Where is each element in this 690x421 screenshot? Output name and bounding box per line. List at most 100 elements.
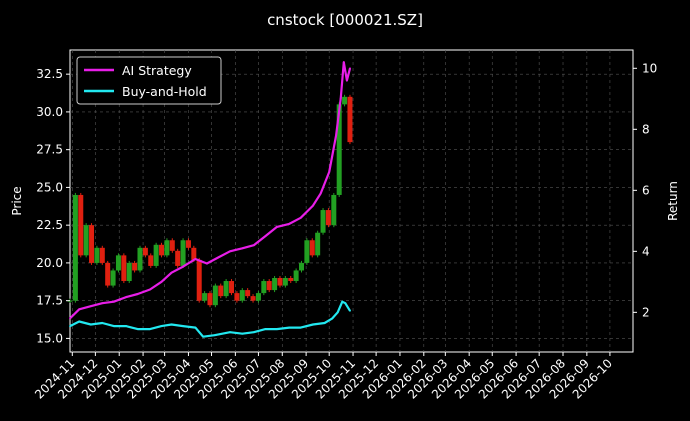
series-point-buy-and-hold — [299, 326, 302, 329]
series-lines — [69, 61, 352, 338]
series-point-buy-and-hold — [276, 328, 278, 330]
series-point-buy-and-hold — [241, 332, 244, 335]
series-point-ai-strategy — [182, 265, 185, 268]
series-point-buy-and-hold — [89, 323, 92, 326]
series-point-ai-strategy — [217, 256, 220, 259]
chart-title: cnstock [000021.SZ] — [267, 11, 423, 29]
series-point-ai-strategy — [339, 97, 342, 100]
y2-tick-label: 6 — [642, 183, 650, 197]
series-point-buy-and-hold — [182, 325, 185, 327]
price-candle — [325, 210, 331, 226]
price-candle — [245, 290, 251, 297]
price-candle — [105, 262, 111, 286]
series-point-buy-and-hold — [213, 334, 216, 337]
price-candle — [282, 278, 288, 286]
series-point-ai-strategy — [125, 296, 127, 298]
series-point-ai-strategy — [149, 288, 151, 291]
price-candle — [223, 281, 229, 297]
y-tick-label: 27.5 — [36, 143, 63, 157]
series-point-buy-and-hold — [112, 325, 115, 327]
y2-axis-label: Return — [666, 181, 680, 221]
y-axis-left: 15.0 17.5 20.0 22.5 25.0 27.5 30.0 32.5 — [36, 67, 70, 345]
series-point-buy-and-hold — [252, 331, 255, 334]
price-candle — [309, 240, 315, 256]
price-candle — [261, 281, 267, 294]
series-point-ai-strategy — [349, 67, 351, 70]
series-point-buy-and-hold — [331, 317, 334, 320]
series-point-ai-strategy — [89, 305, 92, 308]
series-point-ai-strategy — [229, 250, 231, 253]
price-candle — [234, 293, 240, 301]
series-point-buy-and-hold — [101, 322, 104, 324]
series-point-buy-and-hold — [194, 326, 197, 329]
series-point-buy-and-hold — [78, 320, 81, 323]
price-candle — [196, 259, 202, 301]
series-point-buy-and-hold — [349, 309, 351, 312]
price-candle — [132, 262, 138, 271]
y-axis-right: 2 4 6 8 10 — [633, 61, 657, 319]
price-candle — [342, 96, 348, 105]
series-point-ai-strategy — [288, 223, 291, 225]
series-point-ai-strategy — [78, 308, 81, 311]
price-candle — [229, 281, 235, 294]
price-candle — [99, 247, 105, 263]
series-point-buy-and-hold — [288, 326, 291, 329]
price-candle — [288, 278, 294, 282]
price-candle — [159, 244, 165, 256]
series-point-buy-and-hold — [336, 311, 339, 314]
price-candle — [142, 247, 148, 256]
series-point-buy-and-hold — [170, 323, 173, 326]
series-point-ai-strategy — [136, 293, 139, 295]
price-candle — [94, 247, 100, 263]
series-point-buy-and-hold — [202, 335, 205, 338]
price-candle — [137, 247, 143, 271]
legend: AI Strategy Buy-and-Hold — [76, 56, 222, 105]
series-point-buy-and-hold — [312, 323, 314, 326]
price-candle — [266, 281, 272, 291]
series-point-buy-and-hold — [136, 328, 139, 330]
series-point-ai-strategy — [252, 244, 255, 247]
price-candle — [218, 285, 224, 297]
series-point-ai-strategy — [69, 317, 71, 320]
price-candle — [191, 247, 197, 260]
price-candle — [115, 255, 121, 271]
price-candle — [78, 194, 84, 256]
y-tick-label: 25.0 — [36, 180, 63, 194]
price-candle — [89, 225, 95, 263]
series-point-buy-and-hold — [341, 300, 344, 303]
price-bars — [67, 94, 353, 308]
y2-tick-label: 8 — [642, 122, 650, 136]
series-point-ai-strategy — [342, 61, 345, 64]
series-point-buy-and-hold — [125, 325, 127, 327]
series-point-ai-strategy — [299, 216, 302, 219]
series-point-ai-strategy — [319, 192, 322, 195]
price-candle — [169, 240, 175, 251]
price-candle — [148, 255, 154, 266]
price-candle — [347, 96, 353, 143]
y2-tick-label: 2 — [642, 305, 650, 319]
price-candle — [164, 240, 170, 256]
series-point-ai-strategy — [241, 247, 244, 250]
price-candle — [202, 293, 208, 301]
price-candle — [126, 262, 132, 282]
y-tick-label: 15.0 — [36, 331, 63, 345]
series-point-ai-strategy — [101, 302, 104, 305]
series-point-ai-strategy — [170, 271, 173, 274]
price-candle — [293, 270, 299, 282]
legend-label-buy-and-hold: Buy-and-Hold — [122, 84, 207, 99]
price-candle — [250, 296, 256, 301]
y2-tick-label: 10 — [642, 61, 657, 75]
legend-label-ai-strategy: AI Strategy — [122, 63, 192, 78]
price-candle — [121, 255, 127, 282]
series-line-buy-and-hold — [69, 300, 351, 338]
y-tick-label: 20.0 — [36, 256, 63, 270]
y-axis-label: Price — [10, 186, 24, 215]
series-point-buy-and-hold — [160, 325, 163, 327]
y2-tick-label: 4 — [642, 244, 650, 258]
price-candle — [315, 232, 321, 256]
series-point-buy-and-hold — [264, 328, 267, 330]
series-point-ai-strategy — [346, 79, 348, 82]
price-candle — [153, 244, 159, 266]
series-point-buy-and-hold — [323, 322, 326, 324]
price-candle — [83, 225, 89, 256]
